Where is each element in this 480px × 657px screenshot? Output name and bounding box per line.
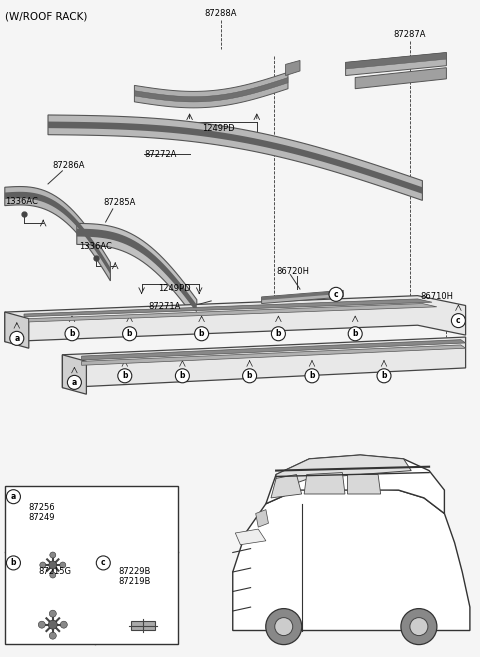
Text: 86710H: 86710H [420, 292, 453, 301]
Polygon shape [77, 223, 197, 321]
Text: c: c [456, 316, 461, 325]
Polygon shape [286, 60, 300, 76]
Text: b: b [180, 371, 185, 380]
Circle shape [6, 489, 21, 504]
Text: c: c [334, 290, 338, 299]
Polygon shape [77, 229, 197, 313]
Polygon shape [262, 290, 343, 304]
Text: 87285A: 87285A [103, 198, 135, 207]
Text: 86720H: 86720H [276, 267, 309, 276]
Text: b: b [127, 329, 132, 338]
Text: a: a [14, 334, 19, 343]
Text: 87286A: 87286A [53, 160, 85, 170]
FancyBboxPatch shape [131, 621, 155, 629]
Polygon shape [134, 78, 288, 102]
Circle shape [410, 618, 428, 635]
Text: b: b [276, 329, 281, 338]
Circle shape [40, 562, 46, 568]
Polygon shape [5, 312, 29, 348]
Circle shape [65, 327, 79, 341]
Text: b: b [69, 329, 75, 338]
Text: b: b [122, 371, 128, 380]
Text: b: b [199, 329, 204, 338]
Circle shape [49, 610, 56, 617]
Polygon shape [62, 355, 86, 394]
Polygon shape [262, 290, 343, 300]
Polygon shape [233, 486, 470, 631]
Polygon shape [304, 472, 345, 494]
Text: 1249PD: 1249PD [158, 284, 191, 293]
Polygon shape [271, 474, 301, 498]
Circle shape [242, 369, 257, 383]
Text: b: b [381, 371, 387, 380]
Circle shape [49, 632, 56, 639]
Circle shape [122, 327, 137, 341]
Circle shape [275, 618, 293, 635]
Text: 87215G: 87215G [38, 567, 72, 576]
Polygon shape [5, 296, 466, 342]
Polygon shape [266, 455, 444, 514]
Polygon shape [82, 340, 466, 360]
Polygon shape [346, 53, 446, 76]
Circle shape [60, 621, 67, 628]
Circle shape [266, 608, 302, 645]
Polygon shape [235, 529, 266, 545]
Text: 87287A: 87287A [394, 30, 426, 39]
Polygon shape [62, 337, 466, 388]
Text: 87272A: 87272A [144, 150, 176, 159]
Circle shape [60, 562, 66, 568]
Text: 1336AC: 1336AC [79, 242, 112, 251]
Circle shape [50, 552, 56, 558]
Text: b: b [352, 329, 358, 338]
Circle shape [401, 608, 437, 645]
FancyBboxPatch shape [5, 486, 178, 644]
Text: 87229B
87219B: 87229B 87219B [119, 567, 151, 586]
Text: a: a [72, 378, 77, 387]
Circle shape [67, 375, 82, 390]
Circle shape [194, 327, 209, 341]
Text: a: a [11, 492, 16, 501]
Polygon shape [5, 187, 110, 281]
Text: 87288A: 87288A [204, 9, 237, 18]
Polygon shape [346, 53, 446, 69]
Circle shape [348, 327, 362, 341]
Text: 87271A: 87271A [149, 302, 181, 311]
Circle shape [329, 287, 343, 302]
Polygon shape [48, 115, 422, 200]
Polygon shape [82, 345, 466, 365]
Text: 1249PD: 1249PD [202, 124, 234, 133]
Circle shape [377, 369, 391, 383]
Circle shape [118, 369, 132, 383]
Text: 87256
87249: 87256 87249 [29, 503, 55, 522]
Circle shape [38, 621, 45, 628]
Polygon shape [48, 122, 422, 194]
Text: 1336AC: 1336AC [5, 197, 37, 206]
Circle shape [48, 620, 57, 629]
Text: b: b [247, 371, 252, 380]
Polygon shape [29, 304, 437, 322]
Text: c: c [101, 558, 106, 568]
Circle shape [451, 313, 466, 328]
Circle shape [49, 561, 57, 569]
Polygon shape [355, 68, 446, 89]
Text: (W/ROOF RACK): (W/ROOF RACK) [5, 12, 87, 22]
Polygon shape [134, 72, 288, 108]
Polygon shape [24, 299, 432, 317]
Text: b: b [309, 371, 315, 380]
Polygon shape [348, 474, 381, 494]
Text: b: b [11, 558, 16, 568]
Circle shape [10, 331, 24, 346]
Polygon shape [5, 192, 110, 275]
Polygon shape [276, 455, 411, 490]
Circle shape [271, 327, 286, 341]
Polygon shape [256, 510, 268, 527]
Circle shape [50, 572, 56, 578]
Circle shape [305, 369, 319, 383]
Circle shape [175, 369, 190, 383]
Circle shape [6, 556, 21, 570]
Circle shape [96, 556, 110, 570]
